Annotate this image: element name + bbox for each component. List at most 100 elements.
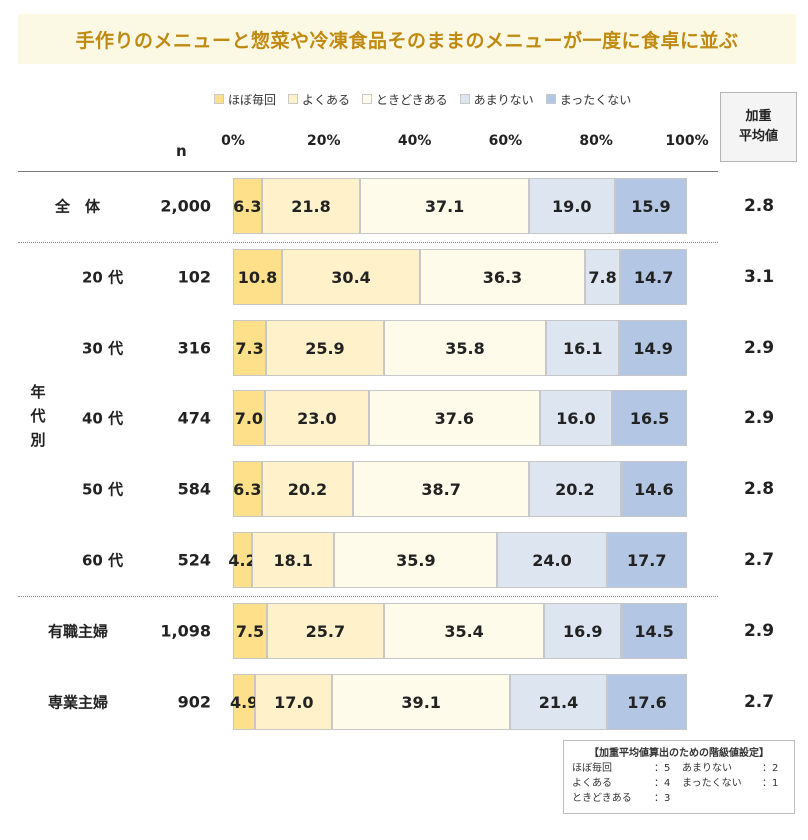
bar-value-label: 38.7 <box>421 479 461 499</box>
bar-segment: 17.6 <box>607 674 687 730</box>
legend-item: ときどきある <box>362 91 448 108</box>
settings-value: ：5 <box>654 763 671 774</box>
bar-value-label: 16.5 <box>629 408 670 428</box>
bar-value-label: 35.9 <box>396 550 436 570</box>
legend-swatch <box>545 94 556 104</box>
group-label-char: 別 <box>30 431 46 449</box>
bar-segment: 23.0 <box>264 390 370 446</box>
weighted-header-line1: 加重 <box>745 109 772 124</box>
row-n-value: 524 <box>177 550 211 570</box>
bar-value-label: 25.9 <box>305 338 345 358</box>
legend-swatch <box>362 94 373 104</box>
bar-value-label: 17.0 <box>274 692 314 712</box>
bar-segment: 7.0 <box>233 390 265 446</box>
row-label: 60 代 <box>82 551 124 570</box>
legend-label: ほぼ毎回 <box>228 92 277 107</box>
row-label: 40 代 <box>82 409 124 428</box>
legend-label: あまりない <box>473 92 534 107</box>
stacked-bar: 6.3 21.8 37.1 19.0 15.9 <box>233 178 687 234</box>
weight-settings-box: 【加重平均値算出のための階級値設定】 ほぼ毎回 ：5 あまりない ：2 よくある… <box>563 740 795 814</box>
bar-segment: 17.7 <box>606 532 687 588</box>
bar-value-label: 20.2 <box>555 479 595 499</box>
bar-value-label: 30.4 <box>331 267 371 287</box>
row-n-value: 474 <box>177 408 211 428</box>
chart-title: 手作りのメニューと惣菜や冷凍食品そのままのメニューが一度に食卓に並ぶ <box>75 29 739 52</box>
settings-label: ほぼ毎回 <box>572 763 612 774</box>
bar-value-label: 17.6 <box>627 692 667 712</box>
bar-segment: 7.3 <box>233 320 267 376</box>
bar-value-label: 16.1 <box>563 338 603 358</box>
bar-value-label: 7.8 <box>588 267 617 287</box>
bar-value-label: 25.7 <box>305 621 346 641</box>
bar-value-label: 16.9 <box>563 621 603 641</box>
legend-label: よくある <box>302 92 351 107</box>
bar-segment: 30.4 <box>282 249 421 305</box>
bar-segment: 35.9 <box>334 532 498 588</box>
bar-segment: 17.0 <box>255 674 333 730</box>
bar-segment: 14.7 <box>620 249 687 305</box>
stacked-bar: 4.2 18.1 35.9 24.0 17.7 <box>228 532 687 588</box>
legend-swatch <box>459 94 470 104</box>
bar-segment: 25.9 <box>266 320 384 376</box>
group-label-char: 代 <box>30 407 46 425</box>
row-n-value: 102 <box>177 267 211 287</box>
bar-segment: 36.3 <box>420 249 585 305</box>
bar-value-label: 7.3 <box>235 338 264 358</box>
row-weighted-average: 2.8 <box>743 479 775 499</box>
bar-segment: 4.9 <box>229 674 259 730</box>
bar-value-label: 21.8 <box>291 196 331 216</box>
bar-segment: 39.1 <box>332 674 510 730</box>
row-weighted-average: 2.7 <box>743 550 775 570</box>
x-tick-label: 40% <box>397 133 432 149</box>
x-tick-label: 80% <box>579 133 613 149</box>
chart-title-band: 手作りのメニューと惣菜や冷凍食品そのままのメニューが一度に食卓に並ぶ <box>18 14 796 64</box>
row-label: 30 代 <box>82 339 124 358</box>
bar-value-label: 36.3 <box>482 267 523 287</box>
row-weighted-average: 2.9 <box>743 338 775 358</box>
x-tick-label: 0% <box>221 133 245 149</box>
bar-value-label: 37.1 <box>424 196 465 216</box>
weighted-header-line2: 平均値 <box>738 129 778 144</box>
settings-value: ：3 <box>654 793 671 804</box>
bar-value-label: 18.1 <box>273 550 313 570</box>
settings-label: まったくない <box>682 778 742 789</box>
bar-segment: 24.0 <box>497 532 607 588</box>
bar-value-label: 16.0 <box>556 408 596 428</box>
settings-grid: ほぼ毎回 ：5 あまりない ：2 よくある ：4 まったくない ：1 ときどきあ… <box>572 762 786 806</box>
group-label-char: 年 <box>30 383 46 401</box>
bar-value-label: 24.0 <box>532 550 572 570</box>
bar-value-label: 10.8 <box>237 267 278 287</box>
bar-segment: 16.5 <box>612 390 687 446</box>
bar-segment: 35.8 <box>383 320 547 376</box>
bar-segment: 14.5 <box>621 603 687 659</box>
bar-segment: 20.2 <box>529 461 621 517</box>
settings-value-num: 2 <box>772 763 779 774</box>
bar-value-label: 14.7 <box>633 267 674 287</box>
bar-value-label: 17.7 <box>627 550 667 570</box>
group-divider-housewife <box>18 596 718 597</box>
legend-swatch <box>214 94 224 104</box>
bar-value-label: 4.9 <box>229 692 259 712</box>
bar-segment: 14.6 <box>620 461 687 517</box>
bar-segment: 14.9 <box>619 320 687 376</box>
bar-value-label: 14.5 <box>634 621 674 641</box>
settings-label: あまりない <box>682 763 732 774</box>
bar-value-label: 19.0 <box>552 196 592 216</box>
bar-segment: 7.8 <box>584 249 621 305</box>
bar-value-label: 7.0 <box>234 408 264 428</box>
stacked-bar: 7.0 23.0 37.6 16.0 16.5 <box>233 390 687 446</box>
stacked-bar: 6.3 20.2 38.7 20.2 14.6 <box>233 461 687 517</box>
row-weighted-average: 2.9 <box>743 408 775 428</box>
row-n-value: 584 <box>177 479 211 499</box>
bar-value-label: 23.0 <box>297 408 337 428</box>
bar-value-label: 6.3 <box>233 479 262 499</box>
settings-value-num: 3 <box>664 793 671 804</box>
row-label: 20 代 <box>82 268 124 287</box>
settings-value-num: 5 <box>664 763 671 774</box>
settings-value: ：4 <box>654 778 671 789</box>
settings-label: ときどきある <box>572 793 632 804</box>
bar-segment: 10.8 <box>233 249 283 305</box>
legend-item: あまりない <box>459 91 534 108</box>
header-divider <box>18 171 718 172</box>
bar-segment: 6.3 <box>233 178 262 234</box>
